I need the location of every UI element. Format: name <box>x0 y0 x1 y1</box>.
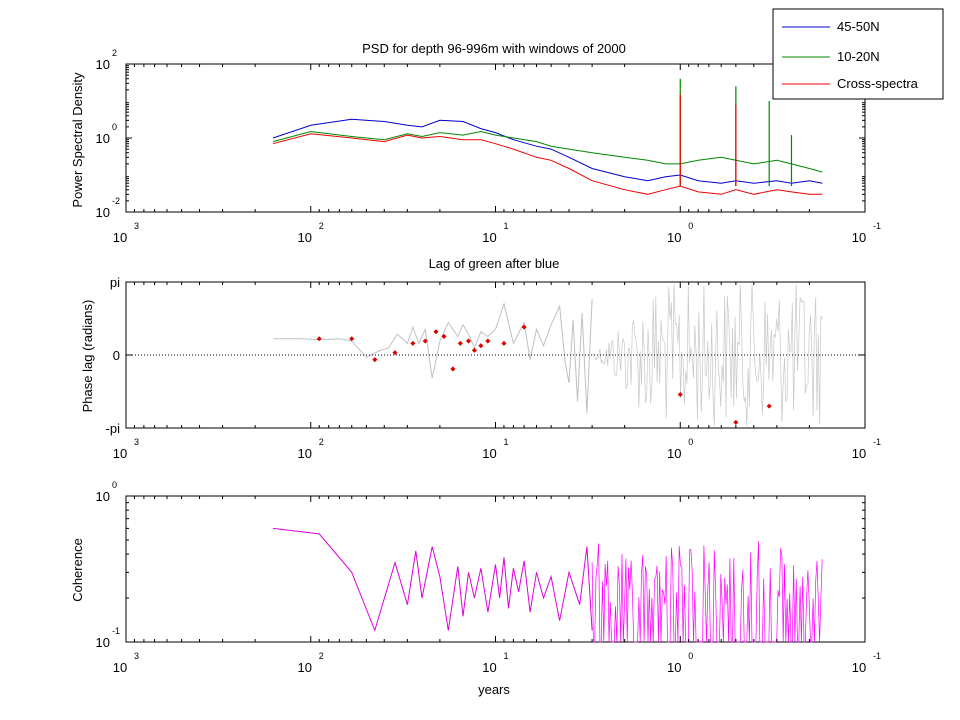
phase-data-point <box>410 340 416 346</box>
legend-label-10-20n: 10-20N <box>837 49 880 64</box>
phase-xtick-exp: -1 <box>873 437 881 447</box>
psd-ytick-label: 10 <box>96 205 110 220</box>
psd-ylabel: Power Spectral Density <box>70 72 85 208</box>
psd-ytick-exp: -2 <box>112 196 120 206</box>
phase-data-point <box>433 329 439 335</box>
phase-data-point <box>478 343 484 349</box>
psd-title: PSD for depth 96-996m with windows of 20… <box>362 41 626 56</box>
psd-axes-frame <box>125 63 866 213</box>
coherence-xlabel: years <box>478 682 510 697</box>
legend-label-cross-spectra: Cross-spectra <box>837 76 919 91</box>
phase-data-point <box>733 419 739 425</box>
phase-data-point <box>392 350 398 356</box>
phase-data-point <box>465 338 472 344</box>
phase-data-point <box>372 357 378 363</box>
phase-xtick-exp: 2 <box>319 437 324 447</box>
phase-xtick-label: 10 <box>852 446 866 461</box>
phase-xtick-label: 10 <box>482 446 496 461</box>
phase-line-series-0 <box>273 299 593 414</box>
coherence-xtick-label: 10 <box>667 660 681 675</box>
psd-xtick-label: 10 <box>482 230 496 245</box>
coherence-xtick-exp: 1 <box>504 651 509 661</box>
coherence-xtick-exp: 2 <box>319 651 324 661</box>
psd-xtick-exp: 2 <box>319 221 324 231</box>
coherence-xtick-exp: -1 <box>873 651 881 661</box>
psd-ytick-exp: 0 <box>112 122 117 132</box>
phase-data-point <box>441 333 447 339</box>
psd-line-45-50n <box>272 118 823 184</box>
legend: 45-50N 10-20N Cross-spectra <box>772 8 944 100</box>
coherence-xtick-label: 10 <box>298 660 312 675</box>
phase-xtick-exp: 1 <box>504 437 509 447</box>
coherence-ytick-exp: -1 <box>112 626 120 636</box>
legend-label-45-50n: 45-50N <box>837 19 880 34</box>
psd-xtick-label: 10 <box>852 230 866 245</box>
psd-xtick-label: 10 <box>298 230 312 245</box>
psd-panel: PSD for depth 96-996m with windows of 20… <box>70 41 881 245</box>
phase-data-point <box>471 347 477 353</box>
phase-data-point <box>349 336 355 342</box>
coherence-xtick-exp: 0 <box>688 651 693 661</box>
coherence-plot-area <box>125 495 866 643</box>
phase-ylabel: Phase lag (radians) <box>80 300 95 413</box>
psd-xtick-label: 10 <box>113 230 127 245</box>
psd-ytick-label: 10 <box>96 131 110 146</box>
phase-data-point <box>485 338 491 344</box>
coherence-xtick-label: 10 <box>852 660 866 675</box>
coherence-xtick-label: 10 <box>113 660 127 675</box>
phase-data-point <box>422 338 428 344</box>
phase-data-point <box>677 391 683 398</box>
phase-xtick-exp: 0 <box>688 437 693 447</box>
psd-xtick-exp: 3 <box>134 221 139 231</box>
coherence-ytick-label: 10 <box>96 635 110 650</box>
psd-line-cross-spectra <box>272 133 823 195</box>
coherence-ytick-label: 10 <box>96 489 110 504</box>
phase-xtick-exp: 3 <box>134 437 139 447</box>
psd-xtick-exp: -1 <box>873 221 881 231</box>
phase-ytick-label: pi <box>110 275 120 290</box>
psd-ytick-label: 10 <box>96 57 110 72</box>
coherence-ytick-exp: 0 <box>112 480 117 490</box>
coherence-xtick-label: 10 <box>482 660 496 675</box>
phase-ytick-label: 0 <box>113 348 120 363</box>
coherence-xtick-exp: 3 <box>134 651 139 661</box>
psd-ytick-exp: 2 <box>112 48 117 58</box>
phase-data-point <box>501 340 507 346</box>
phase-xtick-label: 10 <box>298 446 312 461</box>
psd-xtick-exp: 1 <box>504 221 509 231</box>
phase-panel: Lag of green after blue Phase lag (radia… <box>80 256 881 461</box>
phase-xtick-label: 10 <box>667 446 681 461</box>
psd-line-10-20n <box>272 130 823 173</box>
psd-xtick-exp: 0 <box>688 221 693 231</box>
phase-plot-area <box>125 281 866 429</box>
coherence-line-series-0 <box>272 527 593 632</box>
phase-ytick-label: -pi <box>106 421 121 436</box>
phase-noise-band <box>591 284 823 427</box>
phase-data-point <box>450 366 456 372</box>
phase-data-point <box>457 340 463 346</box>
coherence-axes-frame <box>125 495 866 643</box>
coherence-ylabel: Coherence <box>70 538 85 602</box>
phase-data-point <box>316 336 322 342</box>
coherence-noise-band <box>591 541 823 643</box>
phase-title: Lag of green after blue <box>429 256 560 271</box>
psd-xtick-label: 10 <box>667 230 681 245</box>
phase-xtick-label: 10 <box>113 446 127 461</box>
psd-plot-area <box>125 63 866 213</box>
